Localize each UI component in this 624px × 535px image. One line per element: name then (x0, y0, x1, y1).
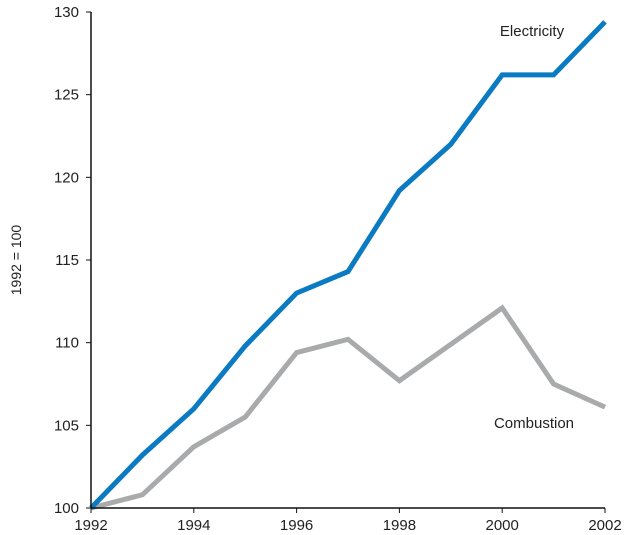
y-axis-title: 1992 = 100 (8, 225, 24, 296)
data-point-combustion (500, 306, 504, 310)
x-tick-label: 1992 (74, 517, 107, 534)
plot-area: Combustion Electricity 100 105 110 115 120 125… (8, 4, 622, 534)
data-point-combustion (603, 405, 607, 409)
y-tick-label: 100 (54, 500, 79, 517)
x-tick-label: 1996 (280, 517, 313, 534)
series-line-electricity (89, 20, 607, 510)
series-line-combustion (90, 304, 607, 511)
series-layer: Combustion Electricity (89, 20, 607, 511)
data-point-combustion (140, 493, 144, 497)
data-point-combustion (295, 351, 299, 355)
y-tick-label: 120 (54, 169, 79, 186)
data-point-combustion (397, 379, 401, 383)
data-point-combustion (192, 445, 196, 449)
y-tick-label: 115 (55, 252, 79, 269)
data-point-electricity (295, 291, 299, 295)
series-label-combustion: Combustion (494, 415, 574, 432)
data-point-combustion (243, 415, 247, 419)
data-point-combustion (552, 382, 556, 386)
data-point-electricity (552, 73, 556, 77)
data-point-combustion (449, 342, 453, 346)
data-point-electricity (397, 189, 401, 193)
data-point-electricity (603, 20, 607, 24)
y-tick-label: 105 (54, 417, 79, 434)
y-tick-label: 130 (54, 4, 79, 21)
data-point-electricity (192, 407, 196, 411)
x-tick-label: 1994 (177, 517, 210, 534)
data-point-electricity (346, 270, 350, 274)
x-axis-ticks: 1992 1994 1996 1998 2000 2002 (74, 508, 622, 534)
x-tick-label: 1998 (383, 517, 416, 534)
data-point-combustion (346, 337, 350, 341)
y-tick-label: 110 (55, 335, 79, 352)
data-point-electricity (140, 453, 144, 457)
data-point-electricity (449, 142, 453, 146)
series-label-electricity: Electricity (500, 23, 565, 40)
x-tick-label: 2002 (588, 517, 621, 534)
y-tick-label: 125 (54, 87, 79, 104)
y-axis-ticks: 100 105 110 115 120 125 130 (54, 4, 91, 517)
x-tick-label: 2000 (486, 517, 519, 534)
data-point-electricity (500, 73, 504, 77)
data-point-electricity (243, 344, 247, 348)
